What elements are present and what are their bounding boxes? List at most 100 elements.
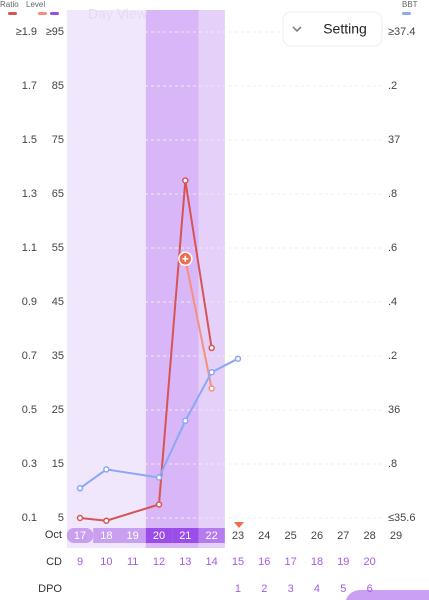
- data-point: [234, 355, 242, 362]
- level-tick-label: 45: [52, 296, 64, 308]
- cd-value: 10: [100, 556, 112, 568]
- ratio-tick-label: 1.3: [22, 188, 37, 200]
- date-chip: [145, 528, 173, 543]
- date-label: 20: [153, 530, 165, 542]
- setting-box[interactable]: [282, 11, 383, 47]
- date-label: 29: [390, 530, 402, 542]
- bbt-tick-label: .8: [388, 458, 397, 470]
- bbt-tick-label: 36: [388, 404, 400, 416]
- level-tick-label: 15: [52, 458, 64, 470]
- legend-dash: [8, 12, 17, 15]
- cd-value: 11: [127, 556, 138, 568]
- bbt-tick-label: ≥37.4: [388, 26, 415, 38]
- data-point: [208, 385, 215, 392]
- dpo-value: 5: [340, 583, 346, 595]
- ratio-tick-label: 0.5: [22, 404, 37, 416]
- dpo-value: 3: [288, 583, 294, 595]
- cd-value: 14: [206, 556, 218, 568]
- bbt-tick-label: .6: [388, 242, 397, 254]
- data-point: [208, 368, 215, 376]
- setting-button[interactable]: Setting: [282, 11, 383, 47]
- bbt-tick-label: .2: [388, 350, 397, 362]
- data-point: [182, 177, 189, 184]
- today-marker: [234, 522, 244, 528]
- ratio-tick-label: ≥1.9: [16, 26, 37, 38]
- dpo-value: 4: [314, 583, 320, 595]
- dpo-value: 1: [235, 583, 241, 595]
- date-chip: [119, 528, 146, 543]
- bbt-tick-label: ≤35.6: [388, 512, 415, 524]
- data-point: [155, 501, 163, 508]
- data-point: [208, 344, 215, 352]
- cd-value: 13: [179, 556, 191, 568]
- date-label: 17: [74, 530, 86, 542]
- setting-label[interactable]: Setting: [323, 21, 367, 37]
- cd-value: 12: [153, 556, 165, 568]
- bbt-tick-label: .2: [388, 80, 397, 92]
- level-tick-label: 65: [52, 188, 64, 200]
- phase-band: [145, 10, 199, 548]
- data-point: [76, 514, 84, 522]
- legend-dash: [38, 12, 47, 15]
- ratio-tick-label: 1.7: [22, 80, 37, 92]
- day-view-label[interactable]: Day View: [88, 6, 148, 22]
- level-tick-label: 5: [58, 512, 64, 524]
- ratio-tick-label: 0.7: [22, 350, 37, 362]
- data-point: [103, 466, 110, 473]
- date-label: 24: [258, 530, 270, 542]
- plus-icon: [182, 255, 189, 262]
- level-tick-label: 25: [52, 404, 64, 416]
- cd-value: 19: [337, 556, 349, 568]
- date-label: 22: [206, 530, 218, 542]
- ratio-tick-label: 0.1: [22, 512, 37, 524]
- date-label: 28: [364, 530, 376, 542]
- date-label: 27: [337, 530, 349, 542]
- date-chip: [93, 528, 120, 543]
- level-tick-label: 75: [52, 134, 64, 146]
- date-chip: [66, 528, 94, 543]
- data-point: [155, 474, 163, 481]
- dpo-value: 2: [261, 583, 267, 595]
- bbt-tick-label: .4: [388, 296, 397, 308]
- cd-value: 16: [258, 556, 270, 568]
- dpo-label: DPO: [38, 583, 62, 595]
- ratio-tick-label: 1.1: [22, 242, 37, 254]
- cd-value: 17: [285, 556, 297, 568]
- ratio-tick-label: 0.3: [22, 458, 37, 470]
- month-label: Oct: [45, 529, 62, 541]
- level-tick-label: 85: [52, 80, 64, 92]
- level-tick-label: 55: [52, 242, 64, 254]
- bbt-title: BBT: [402, 0, 418, 9]
- guide-button[interactable]: [345, 590, 429, 600]
- bbt-tick-label: .8: [388, 188, 397, 200]
- cd-value: 18: [311, 556, 323, 568]
- level-title: Level: [26, 0, 45, 9]
- date-label: 25: [285, 530, 297, 542]
- cd-value: 20: [364, 556, 376, 568]
- cd-label: CD: [46, 556, 62, 568]
- date-label: 19: [127, 530, 139, 542]
- date-label: 23: [232, 530, 244, 542]
- series-line: [79, 357, 239, 490]
- cd-value: 15: [232, 556, 244, 568]
- bbt-tick-label: 37: [388, 134, 400, 146]
- data-point: [103, 517, 110, 524]
- data-point: [76, 485, 84, 492]
- legend-dash: [50, 12, 59, 15]
- dpo-value: 6: [367, 583, 373, 595]
- chevron: [292, 26, 302, 33]
- date-label: 26: [311, 530, 323, 542]
- level-tick-label: ≥95: [46, 26, 64, 38]
- phase-band: [198, 10, 225, 548]
- ratio-title: Ratio: [0, 0, 19, 9]
- date-chip: [172, 528, 199, 543]
- data-point: [182, 417, 189, 425]
- ratio-tick-label: 1.5: [22, 134, 37, 146]
- date-label: 18: [100, 530, 112, 542]
- level-tick-label: 35: [52, 350, 64, 362]
- ratio-tick-label: 0.9: [22, 296, 37, 308]
- date-chip: [198, 528, 225, 543]
- date-label: 21: [179, 530, 191, 542]
- legend-dash: [402, 12, 411, 15]
